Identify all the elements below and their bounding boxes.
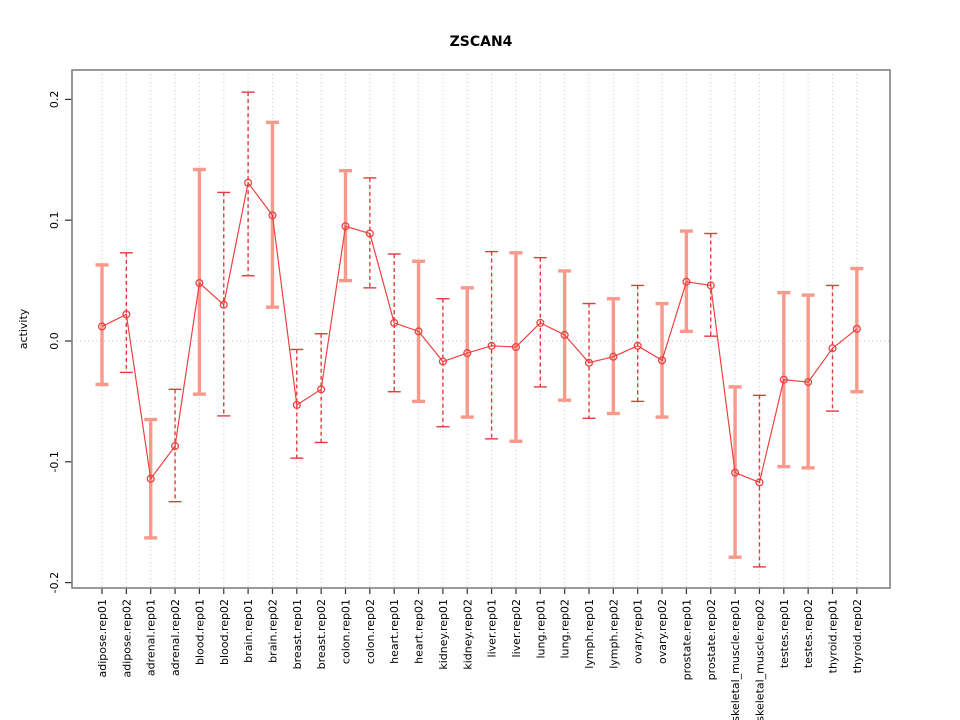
x-tick-label: prostate.rep01 (680, 599, 693, 680)
error-bar (95, 263, 109, 387)
error-bar (387, 253, 401, 393)
data-point-marker (779, 375, 788, 384)
y-tick-label: 0.2 (48, 91, 61, 109)
data-point-marker (171, 442, 180, 451)
x-tick-label: liver.rep02 (510, 599, 523, 657)
data-point-marker (317, 385, 326, 394)
y-tick-label: 0.0 (48, 332, 61, 350)
error-bars (95, 91, 864, 568)
x-tick-label: blood.rep02 (218, 599, 231, 665)
y-tick-label: 0.1 (48, 211, 61, 229)
x-tick-label: adrenal.rep01 (145, 599, 158, 676)
data-point-marker (560, 330, 569, 340)
data-point-marker (195, 278, 204, 288)
data-point-marker (268, 211, 277, 220)
data-point-marker (487, 341, 496, 350)
x-tick-label: brain.rep01 (242, 599, 255, 663)
x-tick-label: colon.rep01 (340, 599, 353, 664)
x-tick-label: ovary.rep01 (632, 599, 645, 664)
series-line (101, 181, 858, 484)
x-tick-label: heart.rep02 (413, 599, 426, 664)
x-tick-label: lung.rep02 (559, 599, 572, 659)
data-point-marker (438, 357, 447, 366)
data-point-marker (755, 478, 764, 487)
data-point-marker (365, 229, 374, 238)
data-point-marker (244, 178, 253, 187)
x-tick-label: testes.rep01 (778, 599, 791, 668)
data-point-marker (97, 322, 107, 331)
x-tick-label: adipose.rep02 (120, 599, 133, 678)
data-point-marker (146, 474, 155, 483)
data-point-marker (292, 400, 301, 410)
y-axis: -0.2 -0.1 0.0 0.1 0.2 (48, 91, 72, 593)
data-point-marker (852, 324, 861, 333)
x-tick-label: brain.rep02 (266, 599, 279, 663)
data-point-marker (511, 342, 520, 352)
data-point-marker (804, 378, 813, 387)
x-tick-label: testes.rep02 (802, 599, 815, 668)
x-tick-label: lymph.rep01 (583, 599, 596, 669)
x-tick-label: blood.rep01 (193, 599, 206, 665)
x-tick-label: colon.rep02 (364, 599, 377, 664)
x-tick-label: prostate.rep02 (705, 599, 718, 680)
plot-border (71, 69, 891, 589)
error-bar (192, 167, 206, 396)
x-axis: adipose.rep01 adipose.rep02 adrenal.rep01 a… (96, 588, 864, 720)
data-point-marker (536, 318, 545, 327)
data-point-marker (463, 349, 472, 358)
series-polyline (101, 181, 858, 484)
data-point-marker (706, 281, 715, 290)
x-tick-label: ovary.rep02 (656, 599, 669, 664)
x-tick-label: thyroid.rep01 (827, 599, 840, 673)
y-tick-label: -0.1 (48, 451, 61, 472)
x-tick-label: kidney.rep02 (461, 599, 474, 670)
chart-title: ZSCAN4 (450, 34, 513, 50)
data-point-marker (828, 344, 837, 353)
data-point-marker (584, 358, 594, 367)
error-bar (826, 284, 839, 412)
data-point-marker (341, 222, 350, 231)
gridlines (72, 70, 890, 588)
y-axis-label: activity (17, 308, 30, 349)
data-points (97, 178, 861, 487)
data-point-marker (731, 468, 740, 477)
x-tick-label: kidney.rep01 (437, 599, 450, 670)
x-tick-label: skeletal_muscle.rep02 (753, 599, 766, 720)
x-tick-label: skeletal_muscle.rep01 (729, 599, 742, 720)
error-bar (850, 266, 864, 394)
data-point-marker (414, 327, 423, 336)
x-tick-label: adrenal.rep02 (169, 599, 182, 676)
error-bar (217, 191, 231, 417)
y-tick-label: -0.2 (48, 572, 61, 593)
data-point-marker (219, 300, 228, 309)
data-point-marker (682, 277, 691, 286)
error-bar (119, 252, 133, 374)
x-tick-label: lymph.rep02 (607, 599, 620, 669)
x-tick-label: liver.rep01 (486, 599, 499, 657)
data-point-marker (390, 318, 399, 327)
error-bar (582, 302, 596, 420)
error-bar (314, 333, 328, 444)
error-bar (485, 250, 499, 440)
error-bar (290, 348, 304, 459)
x-tick-label: heart.rep01 (388, 599, 401, 664)
data-point-marker (122, 310, 131, 319)
data-point-marker (657, 356, 667, 365)
x-tick-label: lung.rep01 (534, 599, 547, 659)
error-bar (436, 298, 450, 428)
x-tick-label: adipose.rep01 (96, 599, 109, 678)
x-tick-label: breast.rep02 (315, 599, 328, 669)
x-tick-label: breast.rep01 (291, 599, 304, 669)
x-tick-label: thyroid.rep02 (851, 599, 864, 673)
error-bar (631, 284, 645, 403)
error-bar (363, 177, 377, 289)
data-point-marker (609, 352, 618, 361)
data-point-marker (633, 341, 642, 350)
